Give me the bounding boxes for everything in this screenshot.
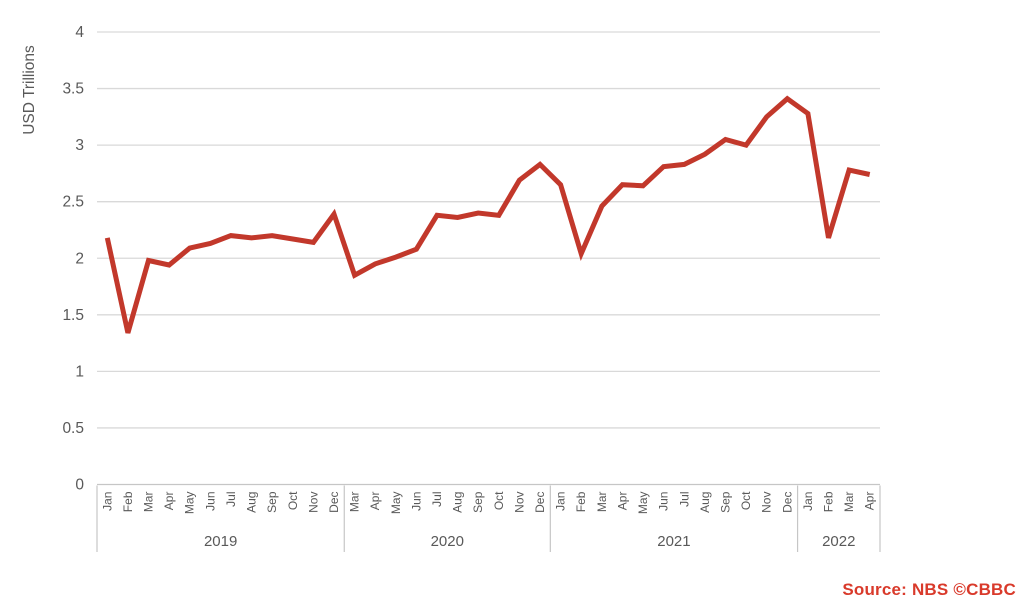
y-tick-label: 0.5 xyxy=(62,420,84,437)
y-tick-label: 2 xyxy=(75,250,84,267)
y-tick-label: 1 xyxy=(75,363,84,380)
y-tick-label: 3 xyxy=(75,137,84,154)
x-year-label: 2021 xyxy=(657,533,690,550)
y-tick-label: 2.5 xyxy=(62,194,84,211)
y-tick-label: 0 xyxy=(75,477,84,494)
x-month-label: Mar xyxy=(142,492,156,513)
x-month-label: Dec xyxy=(533,492,547,513)
x-year-label: 2019 xyxy=(204,533,237,550)
x-year-label: 2022 xyxy=(822,533,855,550)
x-month-label: Sep xyxy=(718,491,732,513)
x-month-label: Aug xyxy=(451,492,465,513)
source-caption: Source: NBS ©CBBC xyxy=(842,580,1016,599)
x-month-label: Mar xyxy=(348,492,362,513)
x-month-label: Apr xyxy=(368,492,382,511)
x-month-label: Jul xyxy=(224,492,238,507)
x-month-label: Sep xyxy=(265,491,279,513)
x-month-label: Jan xyxy=(554,492,568,511)
x-month-label: Aug xyxy=(698,492,712,513)
data-line-series xyxy=(104,95,871,334)
x-month-label: Jul xyxy=(677,492,691,507)
x-month-label: Nov xyxy=(306,492,320,513)
x-month-label: Oct xyxy=(492,491,506,510)
x-month-label: Feb xyxy=(821,491,835,512)
x-month-label: May xyxy=(389,492,403,515)
x-month-label: Jan xyxy=(801,492,815,511)
x-month-label: Mar xyxy=(842,492,856,513)
x-month-label: Oct xyxy=(286,491,300,510)
x-month-label: Dec xyxy=(327,492,341,513)
x-month-label: Feb xyxy=(574,491,588,512)
x-month-label: May xyxy=(183,492,197,515)
x-month-label: Nov xyxy=(512,492,526,513)
y-tick-label: 3.5 xyxy=(62,81,84,98)
y-tick-label: 1.5 xyxy=(62,307,84,324)
x-month-label: Apr xyxy=(615,492,629,511)
x-month-label: Apr xyxy=(863,492,877,511)
x-month-label: Jan xyxy=(100,492,114,511)
x-month-label: Apr xyxy=(162,492,176,511)
x-month-label: May xyxy=(636,492,650,515)
x-month-label: Aug xyxy=(245,492,259,513)
x-month-label: Sep xyxy=(471,491,485,513)
x-month-label: Jun xyxy=(657,492,671,511)
x-year-label: 2020 xyxy=(431,533,464,550)
y-tick-label: 4 xyxy=(75,24,84,41)
x-month-label: Dec xyxy=(780,492,794,513)
x-month-label: Jun xyxy=(409,492,423,511)
x-month-label: Jul xyxy=(430,492,444,507)
y-axis-title: USD Trillions xyxy=(21,45,38,135)
x-month-label: Oct xyxy=(739,491,753,510)
x-month-label: Nov xyxy=(760,492,774,513)
x-month-label: Jun xyxy=(203,492,217,511)
x-month-label: Feb xyxy=(121,491,135,512)
x-month-label: Mar xyxy=(595,492,609,513)
